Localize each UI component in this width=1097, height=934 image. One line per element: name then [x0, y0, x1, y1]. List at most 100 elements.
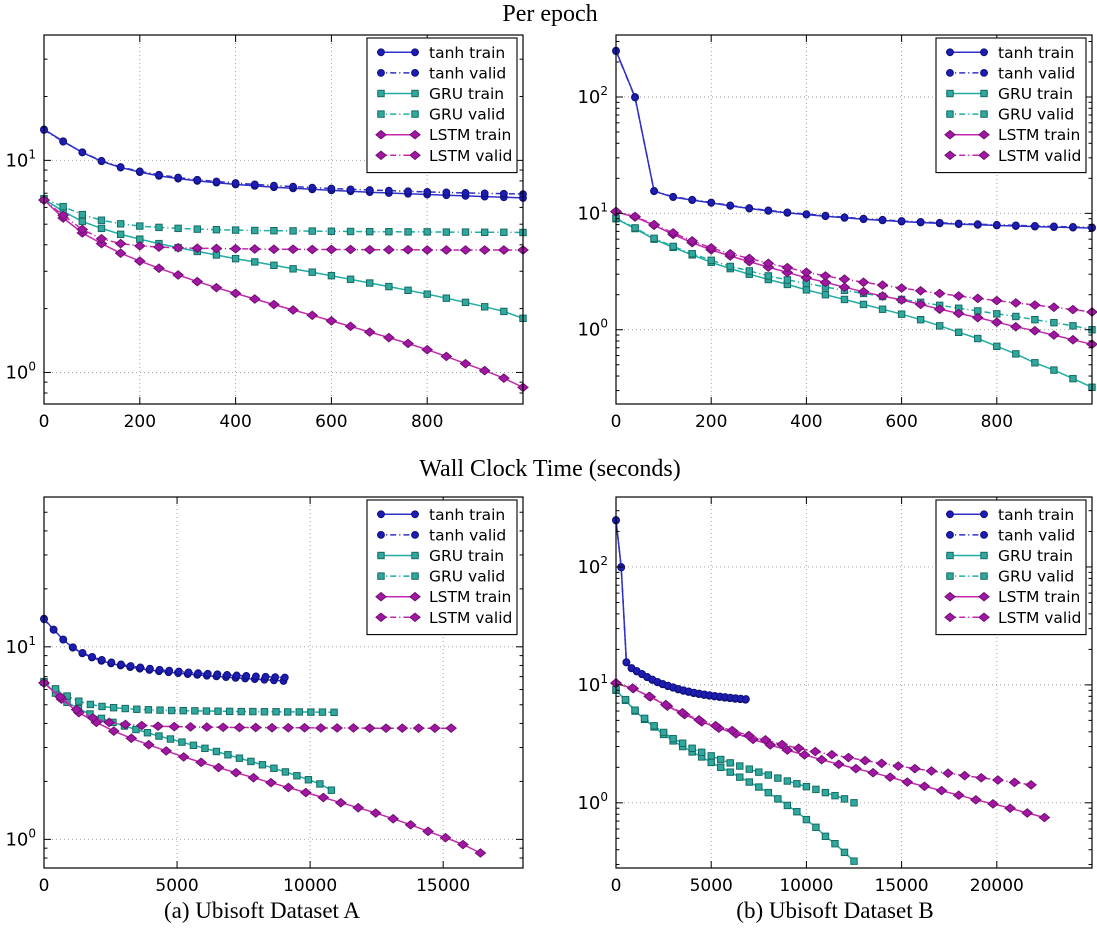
series-gru-valid-markers — [612, 214, 1096, 334]
marker-circle — [88, 652, 97, 661]
marker-diamond — [1048, 302, 1060, 313]
marker-square — [316, 780, 324, 788]
legend-marker-diamond — [978, 129, 990, 140]
marker-square — [116, 220, 125, 228]
legend-item-lstm-valid: LSTM valid — [944, 147, 1081, 165]
marker-diamond — [168, 721, 181, 732]
marker-diamond — [875, 758, 888, 769]
legend-marker-square — [411, 89, 419, 98]
legend-marker-square — [377, 110, 385, 118]
legend-label: GRU valid — [429, 568, 505, 586]
legend-marker-diamond — [375, 129, 387, 140]
series-lstm-valid-markers — [610, 206, 1097, 317]
marker-diamond — [268, 244, 280, 255]
marker-square — [840, 848, 849, 857]
marker-diamond — [177, 752, 190, 762]
marker-diamond — [347, 723, 360, 733]
marker-diamond — [334, 797, 347, 808]
series-gru-valid-markers — [40, 677, 338, 717]
marker-square — [283, 708, 292, 716]
marker-square — [717, 755, 725, 764]
marker-circle — [1030, 222, 1039, 230]
marker-diamond — [172, 242, 185, 253]
marker-circle — [97, 156, 106, 165]
marker-diamond — [86, 713, 99, 723]
marker-diamond — [935, 785, 948, 796]
marker-square — [121, 704, 129, 713]
marker-square — [993, 342, 1001, 351]
legend-item-lstm-valid: LSTM valid — [944, 609, 1081, 627]
legend-label: LSTM valid — [429, 147, 512, 165]
marker-square — [878, 305, 887, 313]
marker-circle — [783, 208, 792, 217]
marker-diamond — [387, 813, 400, 824]
marker-circle — [280, 673, 289, 682]
marker-circle — [916, 217, 925, 226]
series-gru-train-markers — [40, 678, 336, 794]
marker-square — [802, 782, 811, 791]
marker-diamond — [819, 277, 832, 288]
axes-frame — [615, 34, 1093, 405]
marker-circle — [622, 658, 631, 667]
legend-marker-circle — [980, 510, 988, 519]
marker-diamond — [363, 723, 376, 734]
marker-diamond — [832, 759, 845, 770]
x-tick-label: 800 — [981, 412, 1013, 432]
legend-marker-square — [946, 572, 954, 580]
series-lstm-train-line — [615, 211, 1093, 346]
marker-diamond — [815, 754, 828, 765]
marker-diamond — [114, 248, 127, 259]
marker-square — [59, 202, 67, 211]
legend-item-gru-train: GRU train — [377, 85, 504, 103]
series-lstm-train-line — [43, 199, 524, 389]
series-lstm-valid-markers — [38, 195, 529, 255]
marker-diamond — [987, 798, 999, 809]
marker-circle — [384, 186, 393, 195]
marker-diamond — [991, 775, 1004, 785]
marker-diamond — [266, 722, 278, 733]
marker-square — [330, 708, 338, 717]
marker-diamond — [200, 722, 213, 732]
x-tick-label: 0 — [611, 876, 622, 896]
marker-square — [840, 295, 849, 304]
series-lstm-train-markers — [610, 207, 1097, 350]
series-lstm-train-markers — [38, 195, 529, 393]
legend-marker-circle — [411, 48, 419, 57]
marker-circle — [365, 186, 374, 194]
marker-diamond — [133, 241, 146, 251]
subplot-tr: 0 200 400 600 800 100 101 102 tanh train tanh val… — [577, 34, 1097, 432]
legend-label: LSTM valid — [998, 147, 1081, 165]
legend-label: tanh valid — [998, 526, 1075, 544]
marker-circle — [271, 673, 280, 682]
series-lstm-valid-markers — [610, 678, 1037, 790]
marker-square — [189, 741, 198, 749]
subplot-tl: 0 200 400 600 800 100 101 tanh train tanh valid G… — [5, 34, 529, 432]
legend-marker-diamond — [944, 150, 956, 161]
marker-square — [289, 227, 297, 235]
marker-diamond — [76, 224, 89, 235]
marker-square — [1050, 318, 1058, 327]
legend-label: GRU train — [429, 547, 504, 565]
y-tick-label: 101 — [577, 672, 608, 696]
marker-square — [821, 788, 830, 797]
marker-diamond — [439, 832, 452, 843]
marker-diamond — [229, 288, 242, 299]
marker-square — [688, 250, 696, 258]
legend-item-gru-train: GRU train — [377, 547, 504, 565]
marker-diamond — [952, 308, 965, 319]
marker-diamond — [160, 746, 173, 756]
marker-circle — [650, 186, 658, 195]
marker-circle — [194, 669, 203, 678]
marker-square — [231, 226, 240, 234]
marker-square — [812, 823, 820, 831]
marker-circle — [165, 666, 174, 675]
legend-marker-diamond — [944, 591, 956, 602]
marker-circle — [78, 648, 87, 657]
marker-diamond — [838, 282, 851, 293]
marker-diamond — [895, 283, 908, 293]
marker-circle — [480, 189, 489, 198]
marker-square — [697, 748, 706, 757]
series-tanh-valid-markers — [40, 126, 527, 199]
marker-square — [1069, 322, 1077, 330]
marker-square — [802, 286, 811, 294]
